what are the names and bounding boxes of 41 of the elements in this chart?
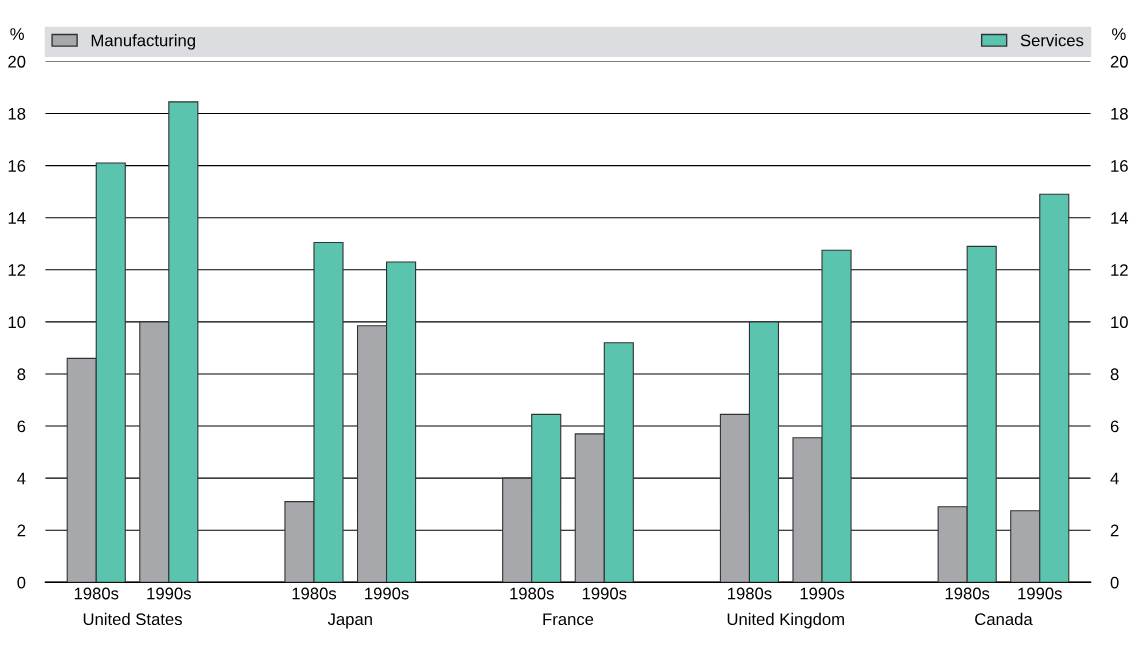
- y2-tick-label: 12: [1111, 264, 1128, 276]
- legend-label: Manufacturing: [91, 34, 195, 50]
- y2-tick-label: 18: [1111, 107, 1128, 120]
- y2-axis-title: %: [1112, 28, 1126, 40]
- y2-tick-label: 10: [1111, 316, 1128, 329]
- text: France: [543, 613, 594, 626]
- y-tick-label: 10: [8, 316, 26, 329]
- y-tick-label: 16: [8, 160, 26, 172]
- text: United Kingdom: [727, 612, 844, 629]
- y2-tick-label: 2: [1110, 524, 1119, 537]
- y2-tick-label: 0: [1110, 576, 1119, 589]
- x-tick-label: 1990s: [1018, 587, 1062, 600]
- text: United States: [83, 612, 182, 626]
- y-tick-label: 2: [17, 524, 26, 537]
- x-tick-label: 1990s: [582, 587, 627, 600]
- y-tick-label: 6: [17, 420, 26, 433]
- y-tick-label: 18: [8, 107, 26, 120]
- x-tick-label: 1990s: [365, 587, 409, 600]
- y2-tick-label: 20: [1110, 55, 1128, 68]
- y-axis-title: %: [10, 28, 24, 40]
- x-tick-label: 1980s: [510, 587, 554, 600]
- y2-tick-label: 6: [1110, 420, 1119, 433]
- y2-tick-label: 8: [1110, 368, 1119, 381]
- text: Canada: [975, 612, 1033, 626]
- x-tick-label: 1980s: [728, 587, 772, 600]
- x-tick-label: 1980s: [292, 587, 337, 600]
- x-tick-label: 1980s: [945, 587, 990, 600]
- y2-tick-label: 4: [1110, 472, 1119, 485]
- y-tick-label: 20: [8, 55, 26, 68]
- y-tick-label: 12: [8, 264, 26, 276]
- text: Japan: [327, 613, 372, 629]
- y2-tick-label: 14: [1111, 212, 1129, 224]
- y-tick-label: 8: [17, 368, 26, 381]
- x-tick-label: 1990s: [800, 587, 845, 600]
- x-tick-label: 1990s: [147, 587, 191, 600]
- y-tick-label: 4: [17, 472, 26, 485]
- y-tick-label: 14: [8, 212, 26, 224]
- y2-tick-label: 16: [1111, 160, 1128, 172]
- y-tick-label: 0: [17, 576, 26, 589]
- legend-label: Services: [1020, 34, 1084, 47]
- x-tick-label: 1980s: [74, 587, 119, 600]
